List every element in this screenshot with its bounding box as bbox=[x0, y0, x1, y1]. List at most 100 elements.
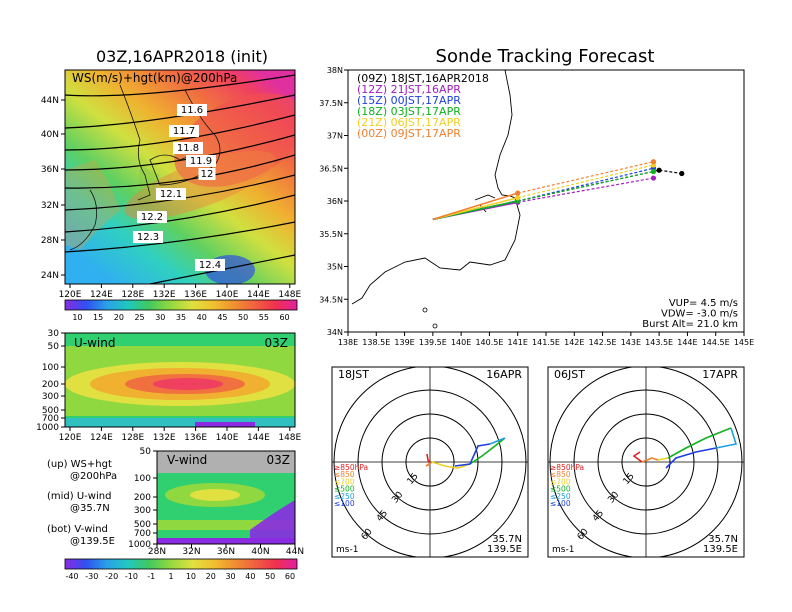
hodograph-trace bbox=[667, 427, 732, 459]
hodograph-trace bbox=[426, 453, 431, 465]
vwind-lat-tick: 36N bbox=[217, 547, 235, 557]
track-lon-tick: 144E bbox=[677, 338, 697, 347]
track-lon-tick: 141.5E bbox=[532, 338, 560, 347]
colorbar-bottom-label: -30 bbox=[85, 572, 98, 581]
uwind-time: 03Z bbox=[265, 336, 289, 350]
track-lon-tick: 140E bbox=[451, 338, 471, 347]
uwind-pressure-tick: 500 bbox=[42, 406, 59, 416]
uwind-lon-tick: 128E bbox=[121, 433, 144, 443]
vwind-title: V-wind bbox=[167, 453, 207, 467]
track-map-panel: 138E 138.5E 139E 139.5E 140E 140.5E 141E 141.5E… bbox=[319, 66, 754, 347]
hodograph-time: 06JST bbox=[554, 368, 585, 381]
height-contour-label: 12 bbox=[201, 169, 214, 180]
map-lon-tick-label: 148E bbox=[278, 290, 301, 300]
uwind-pressure-tick: 100 bbox=[42, 363, 59, 373]
uwind-pressure-tick: 700 bbox=[42, 414, 59, 424]
hodograph-level-legend: ≤100 bbox=[550, 499, 571, 508]
uwind-lon-tick: 144E bbox=[247, 433, 270, 443]
uwind-lon-tick: 136E bbox=[184, 433, 207, 443]
colorbar-top-label: 55 bbox=[259, 313, 269, 322]
hodograph-trace bbox=[489, 437, 506, 445]
height-contour-label: 12.2 bbox=[141, 212, 163, 223]
vwind-pressure-tick: 50 bbox=[140, 447, 152, 457]
track-point bbox=[650, 175, 657, 181]
height-contour-label: 11.7 bbox=[173, 126, 195, 137]
height-contour-label: 11.6 bbox=[181, 105, 203, 116]
track-lat-tick: 38N bbox=[327, 66, 343, 75]
colorbar-bottom-label: 60 bbox=[285, 572, 295, 581]
map-lat-tick-label: 44N bbox=[41, 96, 59, 106]
track-lon-tick: 143.5E bbox=[645, 338, 673, 347]
uwind-pressure-tick: 30 bbox=[48, 329, 60, 339]
hodograph-level-legend: ≥850hPa bbox=[334, 463, 368, 472]
legend-note-line: (mid) U-wind bbox=[47, 491, 111, 502]
hodograph-level-legend: ≥850hPa bbox=[550, 463, 584, 472]
colorbar-top: 10 15 20 25 30 35 40 45 50 55 60 bbox=[64, 299, 298, 322]
colorbar-top-label: 50 bbox=[238, 313, 248, 322]
legend-note-line: @139.5E bbox=[70, 536, 115, 547]
map-lon-tick-label: 136E bbox=[184, 290, 207, 300]
height-contour-label: 12.1 bbox=[160, 189, 182, 200]
track-lon-tick: 145E bbox=[734, 338, 754, 347]
track-point bbox=[656, 167, 662, 173]
hodograph-level-legend: ≤250 bbox=[550, 492, 571, 501]
track-legend-entry: (15Z) 00JST,17APR bbox=[357, 94, 461, 107]
track-legend: (09Z) 18JST,16APR2018(12Z) 21JST,16APR(1… bbox=[357, 72, 489, 140]
track-line-dashed bbox=[517, 170, 654, 202]
colorbar-bottom-label: 30 bbox=[225, 572, 235, 581]
hodograph-trace bbox=[715, 427, 738, 449]
vwind-pressure-tick: 300 bbox=[134, 506, 151, 516]
left-title: 03Z,16APR2018 (init) bbox=[96, 47, 268, 66]
vwind-lat-tick: 44N bbox=[286, 547, 304, 557]
colorbar-top-label: 30 bbox=[155, 313, 165, 322]
launch-parameter: VDW= -3.0 m/s bbox=[661, 309, 738, 320]
colorbar-bottom-label: 20 bbox=[206, 572, 216, 581]
colorbar-top-label: 40 bbox=[197, 313, 207, 322]
vwind-pressure-tick: 1000 bbox=[128, 540, 151, 550]
vwind-pressure-tick: 700 bbox=[134, 529, 151, 539]
hodograph-trace bbox=[632, 451, 643, 463]
map-lat-tick-label: 40N bbox=[41, 130, 59, 140]
hodograph-level-legend: ≤250 bbox=[334, 492, 355, 501]
height-contour-label: 11.9 bbox=[190, 156, 212, 167]
map-lat-tick-label: 24N bbox=[41, 271, 59, 281]
colorbar-bottom-label: 10 bbox=[186, 572, 196, 581]
coastline bbox=[351, 69, 521, 305]
launch-parameter: Burst Alt= 21.0 km bbox=[642, 319, 738, 330]
legend-note-line: (up) WS+hgt bbox=[47, 459, 112, 470]
height-contour-label: 11.8 bbox=[177, 143, 199, 154]
hodograph-unit: ms-1 bbox=[552, 545, 574, 555]
hodograph-trace bbox=[454, 443, 491, 467]
hodograph-trace bbox=[431, 461, 471, 469]
map-lon-tick-label: 124E bbox=[90, 290, 113, 300]
track-point bbox=[515, 195, 521, 201]
track-legend-entry: (18Z) 03JST,17APR bbox=[357, 105, 461, 118]
hodograph-lon: 139.5E bbox=[703, 544, 738, 555]
hodograph-unit: ms-1 bbox=[336, 545, 358, 555]
hodograph-level-legend: ≤700 bbox=[334, 477, 355, 486]
uwind-lon-tick: 120E bbox=[59, 433, 82, 443]
track-legend-entry: (00Z) 09JST,17APR bbox=[357, 127, 461, 140]
colorbar-top-label: 25 bbox=[134, 313, 144, 322]
hodograph-date: 16APR bbox=[486, 368, 522, 381]
height-contour-label: 12.4 bbox=[199, 260, 221, 271]
hodograph-level-legend: ≤700 bbox=[550, 477, 571, 486]
vwind-pressure-tick: 200 bbox=[134, 493, 151, 503]
track-lat-tick: 37N bbox=[327, 132, 343, 141]
height-contour-labels: 11.6 11.7 11.8 11.9 12 12.1 12.2 12.3 12.4 bbox=[133, 104, 225, 271]
track-lat-tick: 35N bbox=[327, 263, 343, 272]
map-lon-tick-label: 132E bbox=[153, 290, 176, 300]
map-lon-tick-label: 140E bbox=[216, 290, 239, 300]
hodograph-trace bbox=[657, 457, 669, 461]
map-label: WS(m/s)+hgt(km)@200hPa bbox=[72, 71, 237, 85]
hodograph-lat: 35.7N bbox=[708, 534, 738, 545]
track-lat-tick: 35.5N bbox=[319, 230, 343, 239]
uwind-pressure-tick: 300 bbox=[42, 392, 59, 402]
track-point bbox=[679, 170, 685, 177]
uwind-pressure-tick: 50 bbox=[48, 342, 60, 352]
vwind-lat-tick: 28N bbox=[148, 547, 166, 557]
vwind-lat-tick: 40N bbox=[251, 547, 269, 557]
map-lon-tick-label: 120E bbox=[59, 290, 82, 300]
